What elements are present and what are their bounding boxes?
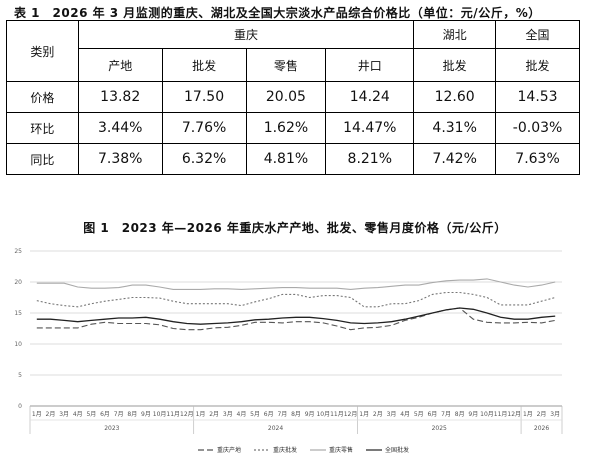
subheader-origin: 产地 [77, 48, 163, 82]
table-cell: 3.44% [77, 112, 163, 144]
legend-label: 重庆产地 [217, 446, 241, 454]
table-cell: 1.62% [245, 112, 327, 144]
subheader-pond: 井口 [325, 48, 415, 82]
x-tick-label: 5月 [86, 411, 96, 418]
x-tick-label: 5月 [414, 411, 424, 418]
x-tick-label: 7月 [114, 411, 124, 418]
table-row: 价格 13.82 17.50 20.05 14.24 12.60 14.53 [6, 81, 580, 113]
subheader-hubei-wholesale: 批发 [413, 48, 497, 82]
x-tick-label: 5月 [250, 411, 260, 418]
table-cell: 6.32% [161, 143, 247, 175]
series-line-4 [36, 307, 556, 325]
y-tick-label: 25 [14, 248, 22, 255]
x-tick-label: 2月 [537, 411, 547, 418]
x-tick-label: 8月 [127, 411, 137, 418]
x-tick-label: 8月 [455, 411, 465, 418]
x-tick-label: 4月 [73, 411, 83, 418]
table-cell: 14.24 [325, 81, 415, 113]
subheader-wholesale: 批发 [161, 48, 247, 82]
x-tick-label: 6月 [264, 411, 274, 418]
y-tick-label: 0 [18, 403, 22, 410]
x-tick-label: 1月 [196, 411, 206, 418]
x-tick-label: 12月 [180, 411, 194, 418]
x-tick-label: 10月 [480, 411, 494, 418]
y-tick-label: 10 [14, 341, 22, 348]
table-cell: 12.60 [413, 81, 497, 113]
table-row: 环比 3.44% 7.76% 1.62% 14.47% 4.31% -0.03% [6, 112, 580, 144]
table-cell: 7.38% [77, 143, 163, 175]
row-label: 环比 [6, 112, 79, 144]
year-label: 2026 [534, 425, 549, 432]
series-line-1 [36, 307, 556, 331]
x-tick-label: 7月 [277, 411, 287, 418]
x-tick-label: 6月 [100, 411, 110, 418]
x-tick-label: 11月 [166, 411, 180, 418]
group-chongqing: 重庆 [77, 20, 415, 49]
table-cell: -0.03% [495, 112, 580, 144]
table-cell: 13.82 [77, 81, 163, 113]
x-tick-label: 1月 [359, 411, 369, 418]
row-label: 价格 [6, 81, 79, 113]
legend-label: 重庆零售 [329, 446, 353, 454]
series-line-2 [36, 291, 556, 308]
table-cell: 4.31% [413, 112, 497, 144]
x-tick-label: 3月 [550, 411, 560, 418]
legend-label: 重庆批发 [273, 446, 297, 454]
group-hubei: 湖北 [413, 20, 497, 49]
table-cell: 4.81% [245, 143, 327, 175]
subheader-retail: 零售 [245, 48, 327, 82]
x-tick-label: 9月 [468, 411, 478, 418]
x-tick-label: 12月 [507, 411, 521, 418]
y-tick-label: 20 [14, 279, 22, 286]
table-cell: 14.47% [325, 112, 415, 144]
x-tick-label: 7月 [441, 411, 451, 418]
x-tick-label: 2月 [46, 411, 56, 418]
table-cell: 8.21% [325, 143, 415, 175]
series-line-3 [36, 278, 556, 290]
x-tick-label: 9月 [141, 411, 151, 418]
group-national: 全国 [495, 20, 580, 49]
y-tick-label: 15 [14, 310, 22, 317]
header-category: 类别 [6, 20, 79, 82]
x-tick-label: 9月 [305, 411, 315, 418]
x-tick-label: 4月 [400, 411, 410, 418]
x-tick-label: 2月 [373, 411, 383, 418]
y-tick-label: 5 [18, 372, 22, 379]
x-tick-label: 11月 [330, 411, 344, 418]
table-cell: 7.42% [413, 143, 497, 175]
table-cell: 7.63% [495, 143, 580, 175]
x-tick-label: 1月 [32, 411, 42, 418]
x-tick-label: 10月 [316, 411, 330, 418]
table-cell: 17.50 [161, 81, 247, 113]
x-tick-label: 8月 [291, 411, 301, 418]
price-table: 类别 重庆 湖北 全国 产地 批发 零售 井口 批发 批发 价格 13.82 1… [6, 20, 580, 175]
legend-label: 全国批发 [385, 446, 409, 454]
table-cell: 14.53 [495, 81, 580, 113]
x-tick-label: 3月 [223, 411, 233, 418]
x-tick-label: 12月 [344, 411, 358, 418]
chart-title: 图 1 2023 年—2026 年重庆水产产地、批发、零售月度价格（元/公斤） [83, 221, 507, 235]
x-tick-label: 3月 [387, 411, 397, 418]
table-row: 同比 7.38% 6.32% 4.81% 8.21% 7.42% 7.63% [6, 143, 580, 175]
table-cell: 20.05 [245, 81, 327, 113]
x-tick-label: 1月 [523, 411, 533, 418]
subheader-national-wholesale: 批发 [495, 48, 580, 82]
x-tick-label: 3月 [59, 411, 69, 418]
x-tick-label: 4月 [237, 411, 247, 418]
table-cell: 7.76% [161, 112, 247, 144]
x-tick-label: 2月 [209, 411, 219, 418]
row-label: 同比 [6, 143, 79, 175]
x-tick-label: 10月 [153, 411, 167, 418]
x-tick-label: 6月 [427, 411, 437, 418]
year-label: 2024 [268, 425, 283, 432]
year-label: 2023 [104, 425, 119, 432]
year-label: 2025 [432, 425, 447, 432]
x-tick-label: 11月 [494, 411, 508, 418]
table-caption: 表 1 2026 年 3 月监测的重庆、湖北及全国大宗淡水产品综合价格比（单位：… [14, 6, 541, 20]
